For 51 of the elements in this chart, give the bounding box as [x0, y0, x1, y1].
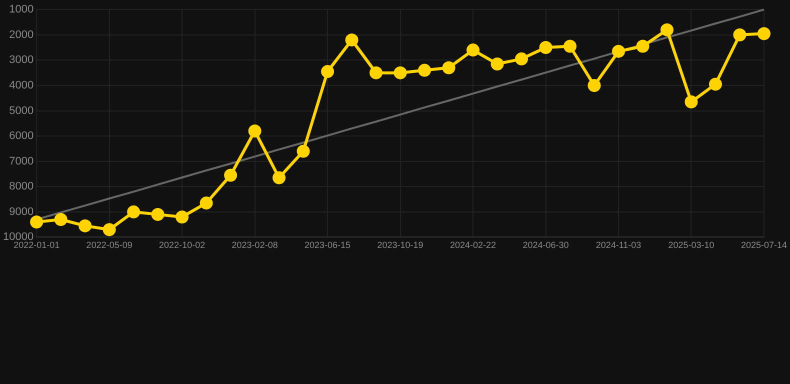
x-tick-label: 2022-01-01 — [14, 240, 60, 250]
point — [660, 23, 674, 36]
x-tick-label: 2024-02-22 — [450, 240, 496, 250]
x-tick-label: 2022-10-02 — [159, 240, 206, 250]
point — [54, 213, 68, 226]
point — [394, 66, 407, 80]
point — [272, 171, 286, 184]
y-tick-label: 1000 — [9, 4, 34, 16]
point — [612, 44, 626, 58]
point — [708, 78, 722, 91]
x-tick-label: 2023-02-08 — [232, 240, 278, 250]
point — [564, 40, 577, 53]
point — [102, 223, 116, 236]
x-tick-label: 2023-10-19 — [377, 240, 424, 250]
y-tick-label: 7000 — [9, 155, 34, 168]
y-tick-label: 3000 — [9, 54, 34, 66]
point — [466, 44, 480, 57]
x-tick-label: 2024-11-03 — [596, 240, 642, 250]
point — [151, 208, 164, 221]
point — [370, 66, 383, 80]
y-tick-label: 6000 — [9, 130, 34, 142]
point — [30, 216, 44, 229]
point — [127, 205, 140, 218]
y-tick-label: 2000 — [9, 28, 34, 41]
point — [296, 144, 310, 158]
point — [733, 28, 746, 42]
point — [636, 40, 650, 53]
point — [684, 95, 698, 108]
point — [78, 219, 92, 232]
point — [515, 52, 528, 66]
point — [200, 196, 213, 210]
y-tick-label: 9000 — [9, 206, 34, 218]
point — [757, 27, 770, 40]
x-tick-label: 2022-05-09 — [86, 240, 132, 250]
x-tick-label: 2024-06-30 — [522, 240, 569, 250]
point — [539, 41, 552, 54]
point — [418, 64, 432, 77]
x-tick-label: 2025-03-10 — [668, 240, 714, 250]
point — [345, 33, 358, 46]
point — [588, 78, 601, 92]
point — [442, 61, 456, 74]
point — [248, 124, 262, 138]
point — [176, 210, 189, 224]
y-tick-label: 4000 — [9, 80, 34, 92]
x-tick-label: 2025-07-14 — [740, 240, 788, 250]
point — [224, 168, 238, 182]
y-tick-label: 5000 — [9, 104, 34, 117]
point — [321, 65, 334, 78]
point — [490, 57, 504, 70]
y-tick-label: 8000 — [9, 180, 34, 193]
x-tick-label: 2023-06-15 — [304, 240, 351, 250]
